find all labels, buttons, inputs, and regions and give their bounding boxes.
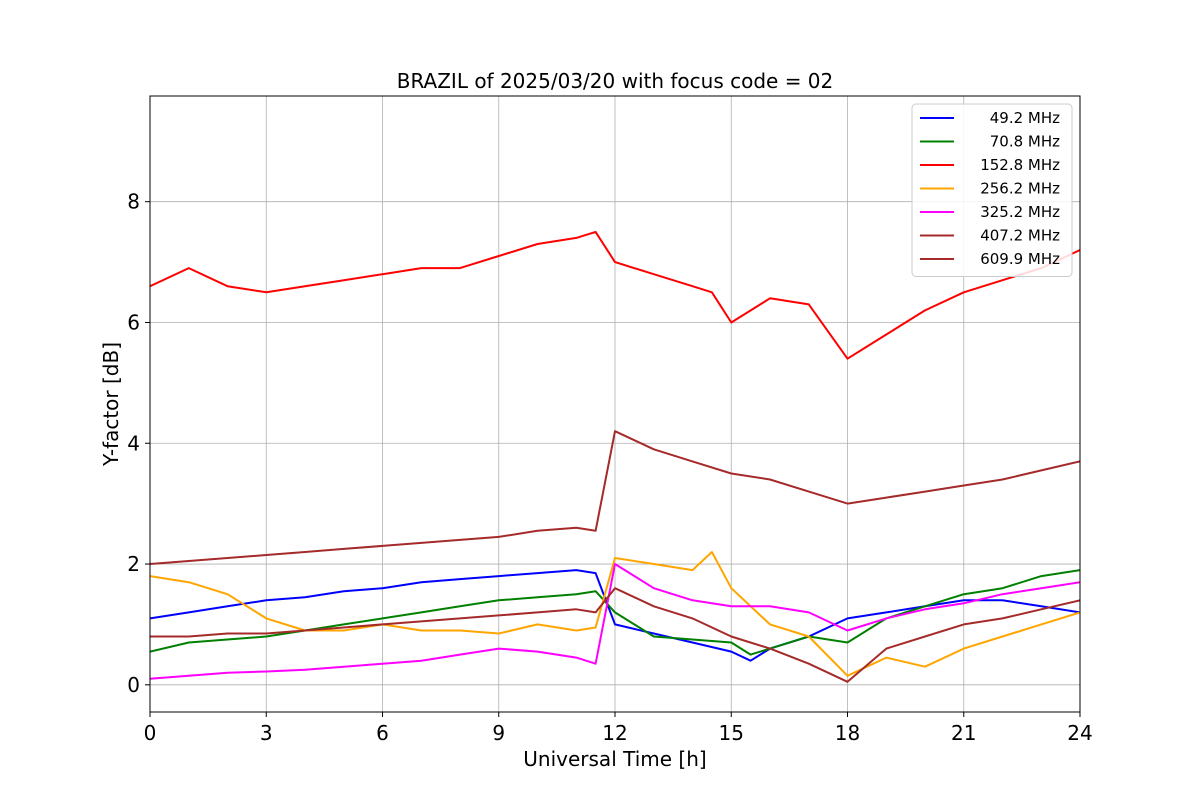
- chart-title: BRAZIL of 2025/03/20 with focus code = 0…: [397, 69, 834, 93]
- series-line-49-2-mhz: [150, 569, 1080, 662]
- y-tick-label: 2: [127, 552, 140, 576]
- series-lines: [150, 230, 1080, 683]
- x-tick-label: 15: [719, 721, 744, 745]
- x-tick-label: 24: [1067, 721, 1092, 745]
- x-tick-label: 3: [260, 721, 273, 745]
- legend-label: 152.8 MHz: [980, 156, 1060, 174]
- x-axis-label: Universal Time [h]: [523, 747, 706, 771]
- series-line-152-8-mhz: [150, 230, 1080, 360]
- legend-label: 70.8 MHz: [990, 133, 1060, 151]
- y-tick-label: 8: [127, 190, 140, 214]
- x-tick-label: 0: [144, 721, 157, 745]
- legend-label: 609.9 MHz: [980, 250, 1060, 268]
- x-tick-label: 21: [951, 721, 976, 745]
- legend-label: 256.2 MHz: [980, 180, 1060, 198]
- series-line-407-2-mhz: [150, 430, 1080, 565]
- legend-box: [911, 103, 1073, 277]
- series-line-70-8-mhz: [150, 569, 1080, 656]
- legend-label: 407.2 MHz: [980, 227, 1060, 245]
- legend-label: 325.2 MHz: [980, 203, 1060, 221]
- y-tick-label: 0: [127, 673, 140, 697]
- legend-label: 49.2 MHz: [990, 109, 1060, 127]
- x-tick-label: 9: [492, 721, 505, 745]
- x-tick-label: 18: [835, 721, 860, 745]
- legend: 49.2 MHz 70.8 MHz 152.8 MHz 256.2 MHz 325.2 …: [911, 103, 1073, 277]
- series-line-325-2-mhz: [150, 563, 1080, 680]
- x-tick-label: 6: [376, 721, 389, 745]
- series-line-609-9-mhz: [150, 587, 1080, 683]
- y-axis-label: Y-factor [dB]: [99, 342, 123, 467]
- x-tick-label: 12: [602, 721, 627, 745]
- y-tick-label: 6: [127, 310, 140, 334]
- y-tick-label: 4: [127, 431, 140, 455]
